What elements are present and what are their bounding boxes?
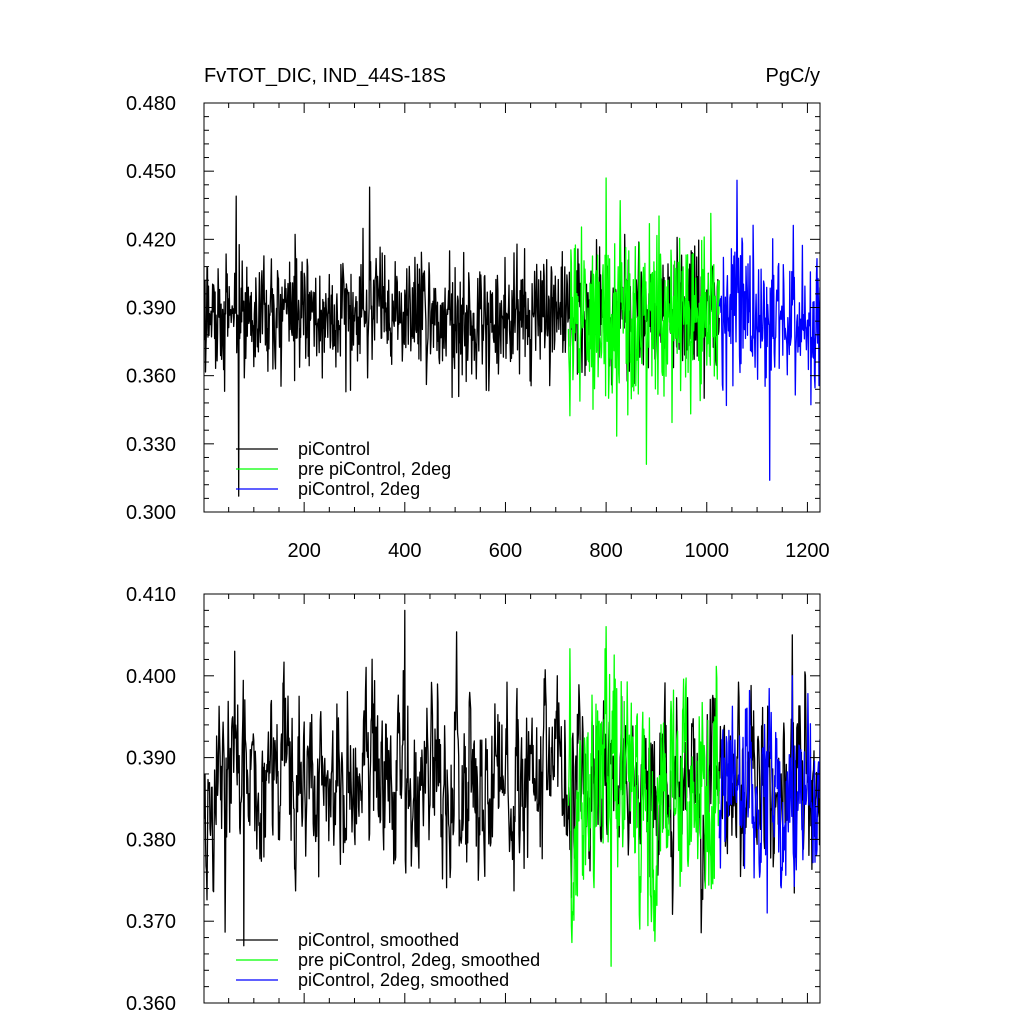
- y-tick-label: 0.390: [126, 748, 176, 770]
- legend-label-2: piControl, 2deg, smoothed: [298, 970, 509, 990]
- y-tick-label: 0.390: [126, 298, 176, 320]
- y-tick-label: 0.410: [126, 584, 176, 606]
- y-tick-label: 0.380: [126, 829, 176, 851]
- y-tick-label: 0.400: [126, 666, 176, 688]
- series-line-2: [718, 675, 820, 914]
- x-tick-label: 1000: [685, 540, 730, 562]
- x-tick-label: 600: [489, 540, 522, 562]
- y-tick-label: 0.360: [126, 993, 176, 1015]
- legend-label-2: piControl, 2deg: [298, 479, 420, 499]
- legend-label-1: pre piControl, 2deg: [298, 459, 451, 479]
- panel-bottom: 0.360 0.370 0.380 0.390 0.400 0.410 piControl,…: [126, 584, 821, 1015]
- legend-label-0: piControl, smoothed: [298, 930, 459, 950]
- y-tick-label: 0.360: [126, 366, 176, 388]
- y-tick-label: 0.480: [126, 93, 176, 115]
- legend-label-0: piControl: [298, 439, 370, 459]
- chart-units: PgC/y: [766, 65, 820, 87]
- series-line-2: [718, 179, 820, 481]
- y-tick-label: 0.420: [126, 229, 176, 251]
- plot-frame: [203, 593, 821, 1004]
- series-group: [204, 177, 820, 497]
- x-tick-label: 1200: [785, 540, 830, 562]
- y-tick-label: 0.330: [126, 434, 176, 456]
- chart-title: FvTOT_DIC, IND_44S-18S: [204, 65, 446, 87]
- y-tick-label: 0.300: [126, 502, 176, 524]
- y-tick-label: 0.370: [126, 911, 176, 933]
- x-tick-label: 400: [388, 540, 421, 562]
- legend-label-1: pre piControl, 2deg, smoothed: [298, 950, 540, 970]
- panel-top: 0.300 0.330 0.360 0.390 0.420 0.450 0.480 200 40…: [126, 65, 830, 562]
- series-group: [204, 609, 820, 967]
- series-line-1: [567, 626, 720, 967]
- x-tick-label: 800: [589, 540, 622, 562]
- x-tick-label: 200: [287, 540, 320, 562]
- series-line-1: [567, 177, 720, 465]
- y-tick-label: 0.450: [126, 161, 176, 183]
